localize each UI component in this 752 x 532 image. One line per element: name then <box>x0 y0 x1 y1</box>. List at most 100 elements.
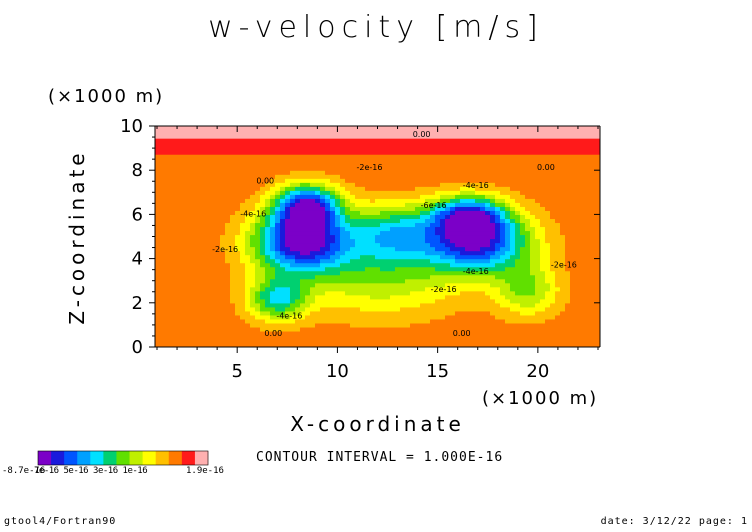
field-cell <box>590 178 596 183</box>
field-cell <box>260 186 266 191</box>
field-cell <box>395 266 401 272</box>
field-cell <box>395 154 401 159</box>
field-cell <box>490 226 496 232</box>
field-cell <box>450 126 456 131</box>
field-cell <box>220 262 226 268</box>
field-cell <box>525 130 531 135</box>
field-cell <box>515 270 521 276</box>
field-cell <box>180 150 186 155</box>
field-cell <box>415 134 421 139</box>
field-cell <box>210 186 216 191</box>
field-cell <box>185 330 191 336</box>
field-cell <box>200 306 206 312</box>
field-cell <box>485 238 491 244</box>
field-cell <box>595 186 600 191</box>
field-cell <box>550 282 556 288</box>
field-cell <box>580 266 586 272</box>
field-cell <box>595 306 600 312</box>
field-cell <box>190 182 196 187</box>
field-cell <box>195 294 201 300</box>
field-cell <box>540 142 546 147</box>
field-cell <box>580 290 586 296</box>
field-cell <box>450 318 456 324</box>
field-cell <box>330 326 336 332</box>
field-cell <box>550 250 556 256</box>
field-cell <box>590 206 596 211</box>
field-cell <box>345 286 351 292</box>
field-cell <box>410 318 416 324</box>
field-cell <box>360 190 366 195</box>
field-cell <box>180 334 186 340</box>
field-cell <box>395 310 401 316</box>
field-cell <box>315 310 321 316</box>
field-cell <box>360 246 366 252</box>
field-cell <box>525 166 531 171</box>
field-cell <box>565 318 571 324</box>
field-cell <box>545 282 551 288</box>
field-cell <box>460 342 466 347</box>
field-cell <box>200 222 206 228</box>
field-cell <box>255 182 261 187</box>
field-cell <box>455 298 461 304</box>
field-cell <box>200 334 206 340</box>
field-cell <box>505 302 511 308</box>
field-cell <box>455 138 461 143</box>
field-cell <box>325 134 331 139</box>
field-cell <box>200 190 206 195</box>
field-cell <box>370 198 376 203</box>
field-cell <box>155 146 161 151</box>
field-cell <box>200 322 206 328</box>
field-cell <box>545 214 551 220</box>
field-cell <box>320 202 326 207</box>
field-cell <box>490 198 496 203</box>
field-cell <box>585 318 591 324</box>
field-cell <box>185 130 191 135</box>
field-cell <box>410 226 416 232</box>
field-cell <box>525 138 531 143</box>
field-cell <box>285 306 291 312</box>
field-cell <box>545 254 551 260</box>
field-cell <box>365 242 371 248</box>
field-cell <box>585 326 591 332</box>
field-cell <box>345 162 351 167</box>
field-cell <box>300 226 306 232</box>
field-cell <box>315 146 321 151</box>
field-cell <box>415 166 421 171</box>
field-cell <box>340 230 346 236</box>
field-cell <box>290 254 296 260</box>
field-cell <box>200 270 206 276</box>
field-cell <box>425 206 431 211</box>
field-cell <box>155 254 161 260</box>
field-cell <box>510 262 516 268</box>
field-cell <box>305 214 311 220</box>
field-cell <box>495 178 501 183</box>
field-cell <box>160 150 166 155</box>
field-cell <box>250 262 256 268</box>
field-cell <box>305 266 311 272</box>
field-cell <box>390 302 396 308</box>
field-cell <box>475 326 481 332</box>
field-cell <box>230 146 236 151</box>
field-cell <box>515 326 521 332</box>
field-cell <box>335 266 341 272</box>
field-cell <box>230 238 236 244</box>
field-cell <box>225 182 231 187</box>
field-cell <box>170 334 176 340</box>
field-cell <box>225 166 231 171</box>
field-cell <box>455 282 461 288</box>
contour-label: 0.00 <box>537 163 555 172</box>
field-cell <box>385 326 391 332</box>
field-cell <box>395 290 401 296</box>
field-cell <box>300 190 306 195</box>
field-cell <box>420 146 426 151</box>
field-cell <box>560 246 566 252</box>
field-cell <box>515 230 521 236</box>
field-cell <box>305 334 311 340</box>
field-cell <box>340 266 346 272</box>
field-cell <box>350 198 356 203</box>
field-cell <box>360 150 366 155</box>
field-cell <box>160 146 166 151</box>
field-cell <box>435 290 441 296</box>
field-cell <box>215 126 221 131</box>
field-cell <box>505 162 511 167</box>
